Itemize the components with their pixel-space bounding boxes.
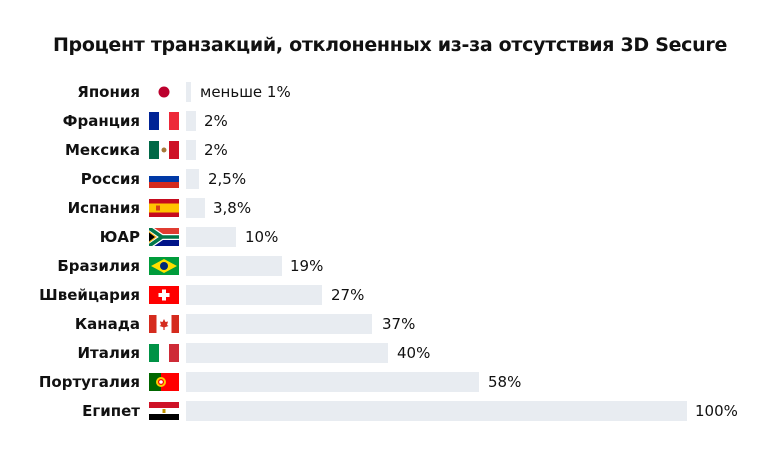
bar (186, 401, 687, 421)
country-label: Мексика (65, 141, 140, 159)
country-label: Япония (77, 83, 140, 101)
egypt-flag-icon (149, 402, 179, 420)
country-label: Испания (67, 199, 140, 217)
value-label: 58% (488, 373, 522, 391)
chart-row-russia: Россия 2,5% (0, 168, 780, 190)
chart-title: Процент транзакций, отклоненных из-за от… (52, 34, 728, 56)
spain-flag-icon (149, 199, 179, 217)
chart-row-mexico: Мексика 2% (0, 139, 780, 161)
canada-flag-icon (149, 315, 179, 333)
japan-flag-icon (149, 83, 179, 101)
value-label: 10% (245, 228, 279, 246)
france-flag-icon (149, 112, 179, 130)
country-label: Швейцария (39, 286, 140, 304)
value-label: 40% (397, 344, 431, 362)
country-label: Португалия (38, 373, 140, 391)
portugal-flag-icon (149, 373, 179, 391)
bar (186, 140, 196, 160)
bar (186, 198, 205, 218)
italy-flag-icon (149, 344, 179, 362)
mexico-flag-icon (149, 141, 179, 159)
chart-row-portugal: Португалия 58% (0, 371, 780, 393)
country-label: Бразилия (57, 257, 140, 275)
chart-row-south-africa: ЮАР 10% (0, 226, 780, 248)
bar (186, 285, 322, 305)
country-label: Россия (80, 170, 140, 188)
country-label: Италия (77, 344, 141, 362)
brazil-flag-icon (149, 257, 179, 275)
country-label: Канада (74, 315, 140, 333)
value-label: меньше 1% (200, 83, 291, 101)
bar (186, 111, 196, 131)
value-label: 2,5% (208, 170, 247, 188)
chart-row-japan: Япония меньше 1% (0, 81, 780, 103)
chart-row-brazil: Бразилия 19% (0, 255, 780, 277)
bar (186, 343, 388, 363)
bar (186, 169, 199, 189)
chart-row-france: Франция 2% (0, 110, 780, 132)
russia-flag-icon (149, 170, 179, 188)
chart-row-spain: Испания 3,8% (0, 197, 780, 219)
chart-row-egypt: Египет 100% (0, 400, 780, 422)
country-label: ЮАР (99, 228, 140, 246)
chart-row-italy: Италия 40% (0, 342, 780, 364)
value-label: 2% (204, 112, 228, 130)
value-label: 100% (695, 402, 738, 420)
bar (186, 372, 479, 392)
chart-row-canada: Канада 37% (0, 313, 780, 335)
value-label: 3,8% (213, 199, 252, 217)
value-label: 2% (204, 141, 228, 159)
value-label: 27% (331, 286, 365, 304)
value-label: 37% (382, 315, 416, 333)
bar (186, 256, 282, 276)
bar (186, 314, 372, 334)
switzerland-flag-icon (149, 286, 179, 304)
bar (186, 82, 191, 102)
south-africa-flag-icon (149, 228, 179, 246)
bar (186, 227, 236, 247)
chart-row-switzerland: Швейцария 27% (0, 284, 780, 306)
country-label: Франция (62, 112, 140, 130)
country-label: Египет (82, 402, 140, 420)
value-label: 19% (290, 257, 324, 275)
